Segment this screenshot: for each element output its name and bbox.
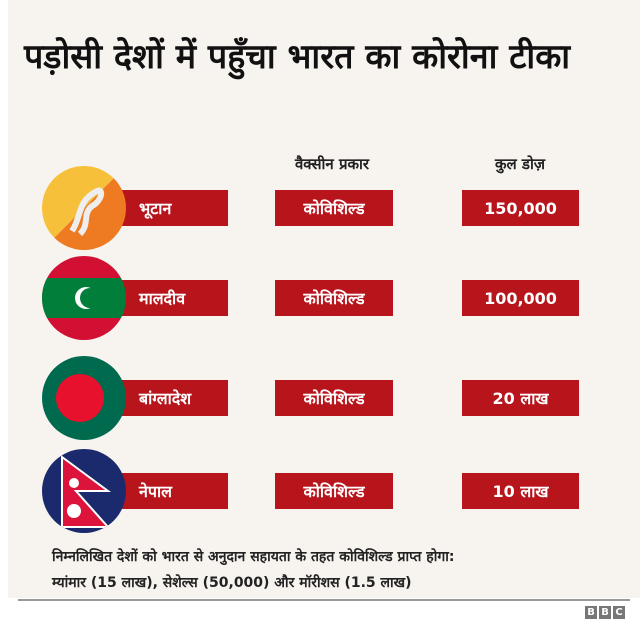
maldives-flag-icon <box>42 256 126 340</box>
header-vaccine-type: वैक्सीन प्रकार <box>294 155 370 173</box>
country-label: भूटान <box>115 190 228 226</box>
footnote-line-2: म्यांमार (15 लाख), सेशेल्स (50,000) और म… <box>52 575 412 591</box>
divider <box>18 599 630 601</box>
nepal-flag-icon <box>42 449 126 533</box>
country-label: बांग्लादेश <box>115 380 228 416</box>
bhutan-flag-icon <box>42 166 126 250</box>
bbc-logo: B B C <box>585 606 625 619</box>
dose-count-cell: 20 लाख <box>462 380 579 416</box>
dose-count-cell: 100,000 <box>462 280 579 316</box>
vaccine-type-cell: कोविशिल्ड <box>275 280 393 316</box>
vaccine-type-cell: कोविशिल्ड <box>275 380 393 416</box>
header-total-doses: कुल डोज़ <box>495 155 545 173</box>
logo-letter: B <box>599 606 611 619</box>
logo-letter: B <box>585 606 597 619</box>
footnote-line-1: निम्नलिखित देशों को भारत से अनुदान सहायत… <box>52 549 455 565</box>
vaccine-type-cell: कोविशिल्ड <box>275 190 393 226</box>
page-title: पड़ोसी देशों में पहुँचा भारत का कोरोना ट… <box>24 37 571 77</box>
country-label: नेपाल <box>115 473 228 509</box>
logo-letter: C <box>613 606 625 619</box>
bangladesh-flag-icon <box>42 356 126 440</box>
dose-count-cell: 10 लाख <box>462 473 579 509</box>
vaccine-type-cell: कोविशिल्ड <box>275 473 393 509</box>
dose-count-cell: 150,000 <box>462 190 579 226</box>
country-label: मालदीव <box>115 280 228 316</box>
